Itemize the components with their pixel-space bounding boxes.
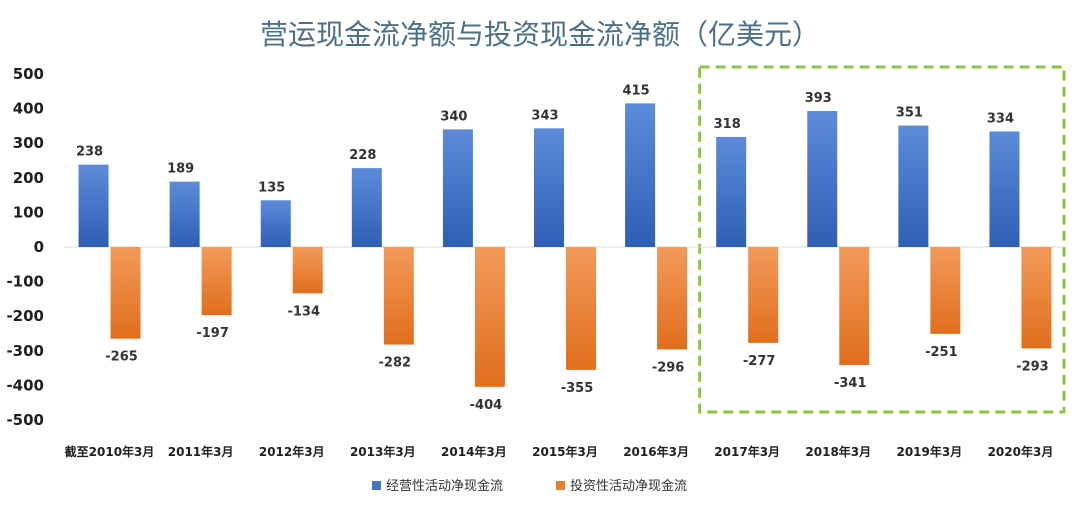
investing-cashflow-bar: [1021, 247, 1052, 349]
y-tick-label: 400: [13, 100, 44, 118]
x-tick-label: 2012年3月: [259, 444, 325, 459]
highlight-layer: [698, 65, 1066, 414]
chart-title: 营运现金流净额与投资现金流净额（亿美元）: [260, 18, 820, 51]
legend: 经营性活动净现金流 投资性活动净现金流: [372, 478, 687, 494]
operating-cashflow-bar: [351, 168, 382, 247]
legend-label: 投资性活动净现金流: [570, 478, 687, 494]
legend-swatch: [556, 481, 565, 490]
operating-cashflow-bar: [716, 136, 747, 247]
data-label: -134: [287, 304, 320, 319]
y-tick-label: 100: [13, 203, 44, 221]
data-label: -293: [1016, 359, 1049, 374]
legend-swatch: [372, 481, 381, 490]
x-tick-label: 2020年3月: [988, 444, 1054, 459]
data-label: 351: [896, 106, 923, 121]
x-tick-label: 2017年3月: [714, 444, 780, 459]
y-tick-label: 0: [34, 238, 44, 256]
investing-cashflow-bar: [839, 247, 870, 365]
data-label: -404: [470, 398, 503, 413]
data-label: 343: [531, 108, 558, 123]
axis-layer: 500 400 300 200 100 0 -100 -200 -300 -400 -500 截至20…: [6, 65, 1066, 459]
y-tick-label: -400: [6, 376, 44, 394]
data-label: -265: [105, 350, 138, 365]
bars-layer: [78, 103, 1052, 387]
y-tick-label: 500: [13, 65, 44, 83]
operating-cashflow-bar: [260, 200, 291, 247]
x-tick-label: 2015年3月: [532, 444, 598, 459]
y-tick-label: -300: [6, 342, 44, 360]
x-tick-label: 2019年3月: [896, 444, 962, 459]
operating-cashflow-bar: [442, 129, 473, 247]
x-tick-label: 2016年3月: [623, 444, 689, 459]
x-tick-label: 2014年3月: [441, 444, 507, 459]
data-label: -341: [834, 376, 867, 391]
data-label: 393: [805, 91, 832, 106]
investing-cashflow-bar: [201, 247, 232, 316]
data-label: -296: [652, 360, 685, 375]
highlight-box: [698, 65, 1066, 414]
data-label: 189: [167, 162, 194, 177]
data-label: 228: [349, 148, 376, 163]
data-label: 340: [440, 109, 467, 124]
investing-cashflow-bar: [474, 247, 505, 387]
y-tick-label: -200: [6, 307, 44, 325]
x-tick-label: 2011年3月: [168, 444, 234, 459]
y-tick-label: -100: [6, 273, 44, 291]
data-label: -197: [196, 326, 229, 341]
investing-cashflow-bar: [748, 247, 779, 343]
data-label: 135: [258, 180, 285, 195]
x-tick-label: 2018年3月: [805, 444, 871, 459]
operating-cashflow-bar: [807, 111, 838, 247]
data-label: -282: [379, 356, 412, 371]
data-label: -355: [561, 381, 594, 396]
operating-cashflow-bar: [78, 164, 109, 247]
operating-cashflow-bar: [898, 125, 929, 247]
data-label: -251: [925, 345, 958, 360]
investing-cashflow-bar: [292, 247, 323, 294]
y-tick-label: 200: [13, 169, 44, 187]
data-label: -277: [743, 354, 776, 369]
operating-cashflow-bar: [625, 103, 656, 247]
data-label: 415: [623, 83, 650, 98]
operating-cashflow-bar: [534, 128, 564, 247]
investing-cashflow-bar: [566, 247, 596, 370]
investing-cashflow-bar: [930, 247, 961, 334]
operating-cashflow-bar: [169, 181, 200, 247]
x-tick-label: 2013年3月: [350, 444, 416, 459]
data-label: 318: [714, 117, 741, 132]
data-label: 238: [76, 145, 103, 160]
operating-cashflow-bar: [989, 131, 1020, 247]
investing-cashflow-bar: [110, 247, 141, 339]
legend-label: 经营性活动净现金流: [386, 478, 503, 494]
investing-cashflow-bar: [657, 247, 688, 350]
investing-cashflow-bar: [383, 247, 414, 345]
data-label: 334: [987, 111, 1014, 126]
x-tick-label: 截至2010年3月: [65, 444, 155, 459]
labels-layer: 238 -265 189 -197 135 -134 228 -282 340 -404 343 -3…: [76, 83, 1049, 412]
y-tick-label: 300: [13, 134, 44, 152]
y-tick-label: -500: [6, 411, 44, 429]
